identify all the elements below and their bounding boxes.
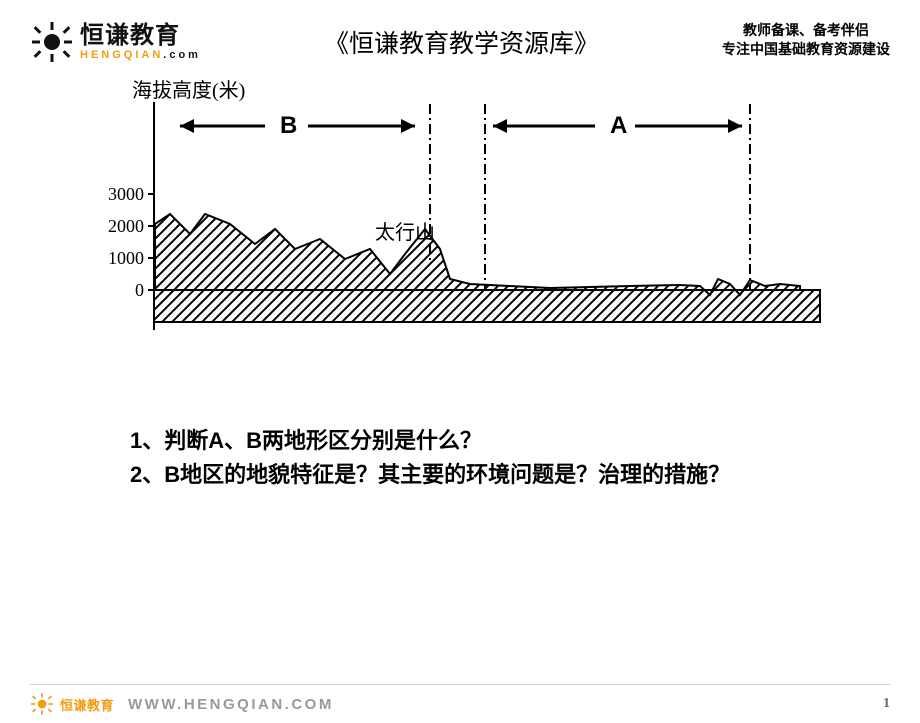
tagline-line-2: 专注中国基础教育资源建设: [722, 42, 890, 61]
footer-burst-icon: [30, 692, 54, 716]
mountain-label: 太行山: [375, 216, 435, 245]
logo-text: 恒谦教育 HENGQIAN.com: [80, 24, 201, 61]
region-a-label: A: [610, 112, 627, 140]
questions-block: 1、判断A、B两地形区分别是什么？ 2、B地区的地貌特征是？其主要的环境问题是？…: [130, 424, 920, 492]
footer-logo-text: 恒谦教育: [60, 695, 114, 714]
profile-svg: [70, 74, 850, 374]
question-2: 2、B地区的地貌特征是？其主要的环境问题是？治理的措施？: [130, 458, 920, 492]
ytick-2000: 2000: [94, 216, 144, 237]
logo-burst-icon: [30, 20, 74, 64]
ytick-0: 0: [94, 280, 144, 301]
region-b-label: B: [280, 112, 297, 140]
tagline-line-1: 教师备课、备考伴侣: [722, 23, 890, 42]
terrain-profile-chart: 海拔高度(米) 3000 2000 1000 0 B A 太行山: [70, 74, 850, 374]
footer-url: WWW.HENGQIAN.COM: [128, 696, 334, 713]
header-bar: 恒谦教育 HENGQIAN.com 《恒谦教育教学资源库》 教师备课、备考伴侣 …: [0, 0, 920, 74]
ytick-3000: 3000: [94, 184, 144, 205]
logo-text-cn: 恒谦教育: [80, 24, 201, 48]
tagline: 教师备课、备考伴侣 专注中国基础教育资源建设: [722, 23, 890, 61]
page-title: 《恒谦教育教学资源库》: [211, 24, 712, 60]
logo-text-en: HENGQIAN.com: [80, 50, 201, 61]
question-1: 1、判断A、B两地形区分别是什么？: [130, 424, 920, 458]
logo-block: 恒谦教育 HENGQIAN.com: [30, 20, 201, 64]
footer-bar: 恒谦教育 WWW.HENGQIAN.COM 1: [0, 685, 920, 723]
y-axis-label: 海拔高度(米): [132, 74, 245, 103]
page-number: 1: [883, 696, 890, 712]
ytick-1000: 1000: [94, 248, 144, 269]
footer-logo: 恒谦教育: [30, 692, 114, 716]
